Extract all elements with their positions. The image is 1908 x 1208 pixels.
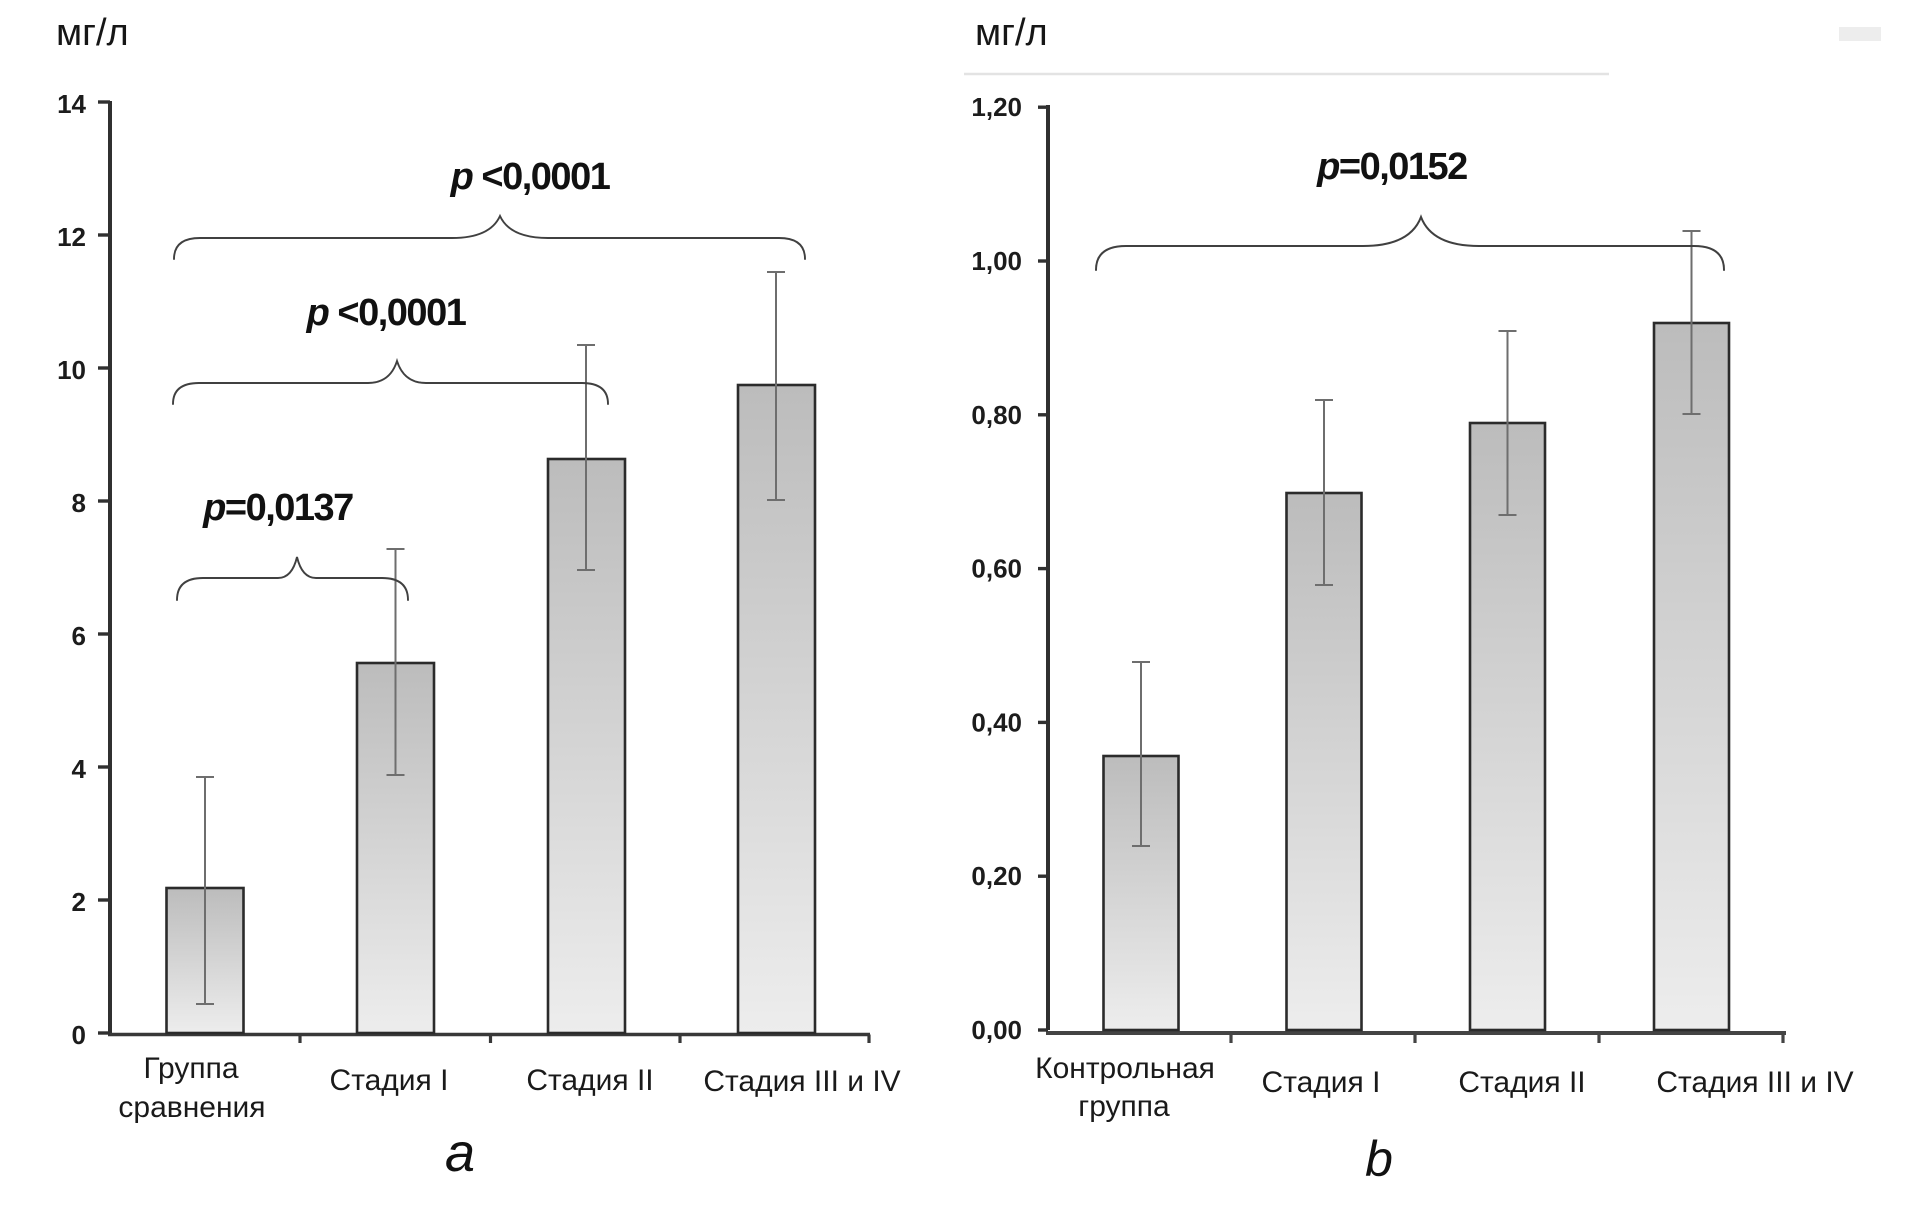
svg-text:Стадия III и IV: Стадия III и IV <box>1656 1066 1853 1099</box>
svg-text:p=0,0152: p=0,0152 <box>1316 146 1467 188</box>
svg-text:Стадия I: Стадия I <box>1262 1066 1381 1099</box>
svg-text:мг/л: мг/л <box>975 12 1048 54</box>
svg-text:p=0,0137: p=0,0137 <box>202 487 353 529</box>
svg-text:0,60: 0,60 <box>971 554 1022 584</box>
svg-text:Стадия I: Стадия I <box>330 1064 449 1097</box>
svg-text:0,00: 0,00 <box>971 1015 1022 1045</box>
svg-text:14: 14 <box>57 89 86 119</box>
svg-text:группа: группа <box>1078 1090 1170 1123</box>
svg-text:4: 4 <box>72 754 87 784</box>
svg-text:8: 8 <box>72 488 86 518</box>
svg-text:Стадия III и IV: Стадия III и IV <box>703 1065 900 1098</box>
svg-text:Контрольная: Контрольная <box>1035 1052 1215 1085</box>
svg-text:p <0,0001: p <0,0001 <box>306 292 467 334</box>
svg-text:Группа: Группа <box>143 1052 238 1085</box>
svg-text:2: 2 <box>72 887 86 917</box>
svg-text:b: b <box>1365 1131 1393 1187</box>
svg-text:1,20: 1,20 <box>971 92 1022 122</box>
svg-text:p <0,0001: p <0,0001 <box>450 156 611 198</box>
svg-text:1,00: 1,00 <box>971 246 1022 276</box>
svg-text:6: 6 <box>72 621 86 651</box>
svg-text:0: 0 <box>72 1020 86 1050</box>
svg-text:Стадия II: Стадия II <box>526 1064 653 1097</box>
svg-text:a: a <box>445 1123 475 1183</box>
svg-text:0,80: 0,80 <box>971 400 1022 430</box>
svg-text:0,20: 0,20 <box>971 861 1022 891</box>
svg-text:12: 12 <box>57 222 86 252</box>
svg-text:Стадия II: Стадия II <box>1458 1066 1585 1099</box>
svg-text:0,40: 0,40 <box>971 707 1022 737</box>
svg-text:мг/л: мг/л <box>56 12 129 54</box>
svg-text:10: 10 <box>57 355 86 385</box>
svg-text:сравнения: сравнения <box>118 1091 265 1124</box>
